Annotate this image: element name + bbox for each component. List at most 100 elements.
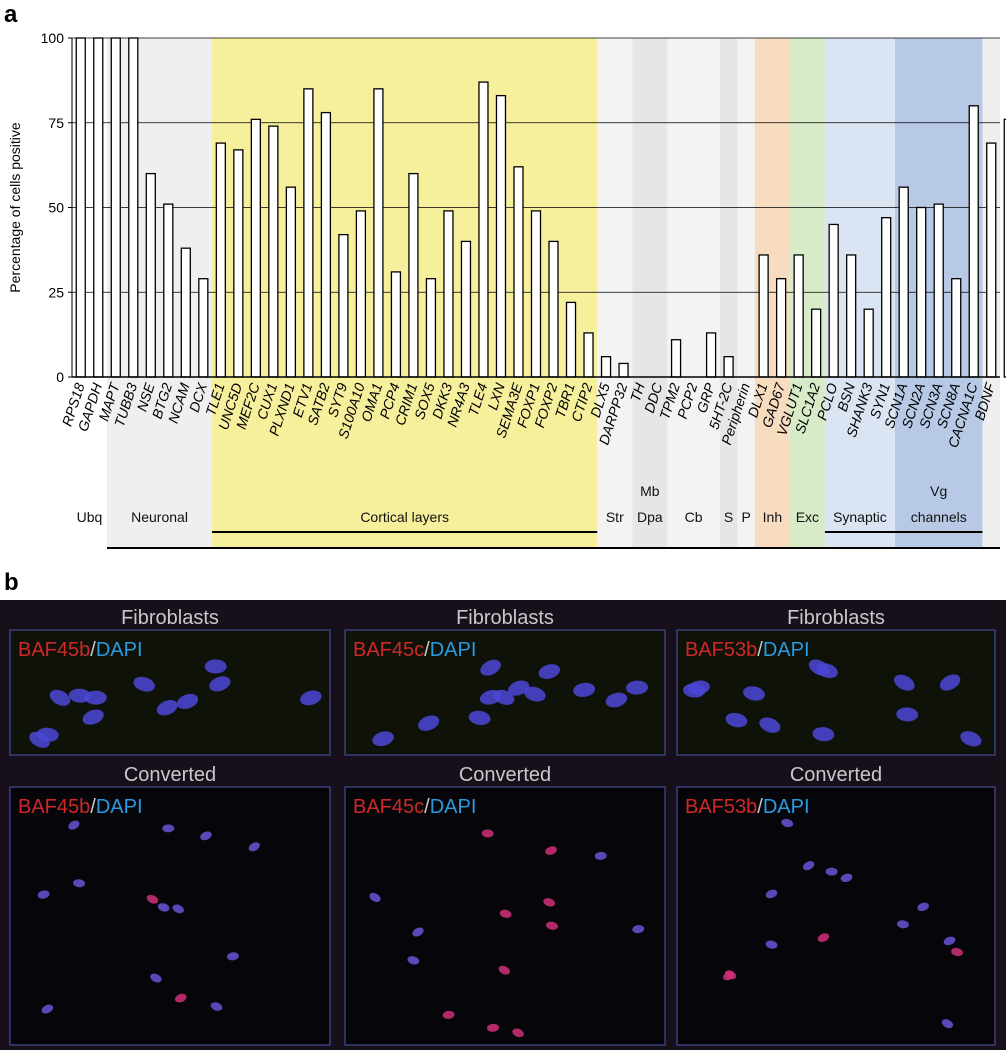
y-tick-label: 25 [48,284,64,300]
nucleus [146,894,159,904]
bar [758,254,769,378]
nucleus [412,927,424,937]
bar [513,166,524,378]
bar [478,81,489,378]
nucleus [68,688,91,703]
nucleus [765,940,778,949]
bar [723,356,734,378]
bar [916,206,927,378]
nucleus [150,973,162,983]
nucleus [133,676,155,692]
nucleus [626,680,648,695]
nucleus [499,909,512,918]
bar [968,105,979,378]
nucleus [300,690,322,706]
y-tick-label: 50 [48,200,64,216]
nucleus [480,659,501,676]
group-label: Inh [763,509,782,525]
bar [390,271,402,378]
bar [793,254,804,378]
stain-label: DAPI [430,639,477,661]
nucleus [486,1023,499,1032]
nucleus [960,731,982,747]
image-label: BAF45b/DAPI [18,639,143,661]
bar [828,223,839,378]
nucleus [605,692,628,708]
bar [373,88,384,378]
nucleus [816,663,838,679]
bar [495,94,507,378]
group-label: Str [606,509,624,525]
nucleus [162,824,175,833]
bar [128,37,139,378]
nucleus [226,952,239,961]
bar [775,278,787,378]
bar [460,240,472,378]
nucleus [724,970,737,980]
group-label: Ubq [77,509,103,525]
bar [110,37,121,378]
bar [215,142,226,378]
nucleus [156,699,178,716]
group-label: S [724,509,733,525]
bar [863,308,874,378]
panel-label: a [4,1,18,28]
bar [443,210,454,378]
group-label: Cortical layers [360,509,449,525]
nucleus [29,731,50,748]
x-tick-label: TH [627,380,648,404]
bar [355,210,367,378]
bar [670,339,682,378]
nucleus [817,933,830,943]
image-label: BAF53b/DAPI [685,796,810,818]
separator: / [424,796,430,818]
image-title: Fibroblasts [456,607,554,629]
bar [233,149,244,378]
image-title: Converted [459,764,551,786]
nucleus [369,892,381,903]
nucleus [594,851,607,860]
group-band [667,38,720,548]
bar [811,308,822,378]
nucleus [840,873,853,883]
y-tick-label: 0 [56,369,64,385]
group-label: Dpa [637,509,663,525]
nucleus [37,890,50,899]
y-tick-label: 100 [41,30,65,46]
bar [338,233,349,378]
nucleus [802,861,815,871]
nucleus [894,674,915,691]
marker-label: BAF53b [685,639,757,661]
group-label: P [741,509,750,525]
group-label: channels [911,509,967,525]
group-label: Synaptic [833,509,887,525]
nucleus [825,867,838,876]
bar [933,203,944,378]
nucleus [943,936,956,946]
nucleus [951,947,963,957]
bar [986,142,997,378]
nucleus [546,921,558,930]
bar [565,301,577,378]
group-label: Vg [930,483,947,499]
bar [618,362,629,378]
stain-label: DAPI [763,639,810,661]
bar [951,278,962,378]
nucleus [759,717,781,733]
bar [898,186,909,378]
image-label: BAF53b/DAPI [685,639,810,661]
bar [198,278,209,378]
bar [285,186,297,378]
nucleus [41,1004,54,1014]
nucleus [498,965,511,975]
bar [145,172,156,378]
nucleus [896,707,919,722]
separator: / [424,639,430,661]
bar [180,247,191,378]
marker-label: BAF45c [353,639,424,661]
separator: / [90,639,96,661]
nucleus [941,1019,954,1029]
nucleus [725,712,748,728]
nucleus [248,842,260,852]
separator: / [90,796,96,818]
